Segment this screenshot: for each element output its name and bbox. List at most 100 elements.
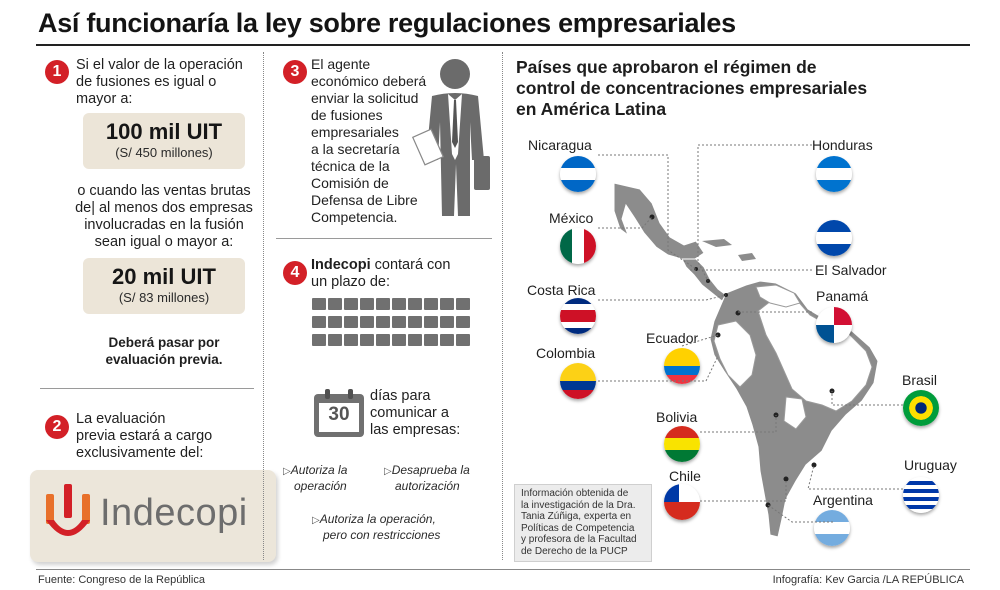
step-4-badge: 4 (283, 261, 307, 285)
step-3-line: de fusiones (311, 107, 383, 123)
outcome-authorize-restricted: ▷Autoriza la operación, pero con restric… (312, 512, 440, 542)
step-1-note: Deberá pasar por evaluación previa. (66, 334, 262, 368)
step-2-badge: 2 (45, 415, 69, 439)
country-label-panama: Panamá (816, 288, 869, 304)
step-3-line: Competencia. (311, 209, 398, 225)
days-calendar-grid (312, 298, 472, 372)
flag-costa-rica-icon (560, 298, 596, 334)
flag-nicaragua-icon (560, 156, 596, 192)
threshold-100mil-value: 100 mil UIT (105, 119, 223, 144)
column-1-divider (40, 388, 254, 389)
step-3-badge: 3 (283, 60, 307, 84)
step-3-line: técnica de la (311, 158, 390, 174)
step-2-line: previa estará a cargo (76, 428, 213, 444)
flag-uruguay-icon (903, 477, 939, 513)
flag-chile-icon (664, 484, 700, 520)
calendar-day-cell (408, 316, 422, 328)
triangle-icon: ▷ (283, 466, 291, 477)
column-divider-2 (502, 52, 503, 560)
calendar-day-cell (344, 334, 358, 346)
indecopi-logo-card: Indecopi (30, 470, 276, 562)
calendar-day-cell (376, 334, 390, 346)
businessman-icon (411, 59, 490, 216)
step-3-line: Defensa de Libre (311, 192, 418, 208)
outcome-authorize: ▷Autoriza la operación (283, 463, 347, 493)
map-title-line: control de concentraciones empresariales (516, 78, 868, 98)
triangle-icon: ▷ (384, 466, 392, 477)
step-3-line: empresariales (311, 124, 399, 140)
triangle-icon: ▷ (312, 515, 320, 526)
step-3-line: Comisión de (311, 175, 389, 191)
step-2-line: La evaluación (76, 411, 166, 427)
calendar-day-cell (424, 298, 438, 310)
country-label-el-salvador: El Salvador (815, 262, 887, 278)
step-3-line: económico deberá (311, 73, 427, 89)
country-label-brasil: Brasil (902, 372, 938, 388)
calendar-day-cell (328, 298, 342, 310)
calendar-day-cell (344, 316, 358, 328)
step-1-mid-line: sean igual o mayor a: (94, 234, 234, 250)
indecopi-logo-icon (46, 484, 90, 536)
step-4-lead-rest: contará con (370, 257, 451, 273)
column-divider-1 (263, 52, 264, 560)
flag-argentina-icon (814, 510, 850, 546)
calendar-day-cell (312, 298, 326, 310)
calendar-day-cell (328, 316, 342, 328)
country-label-ecuador: Ecuador (646, 330, 699, 346)
threshold-box-20mil: 20 mil UIT (S/ 83 millones) (83, 258, 245, 314)
step-1-intro-line: mayor a: (76, 91, 133, 107)
country-label-chile: Chile (669, 468, 701, 484)
country-label-mexico: México (549, 210, 594, 226)
step-2-text: La evaluación previa estará a cargo excl… (76, 411, 212, 462)
flag-brasil-icon (903, 390, 939, 426)
calendar-day-cell (456, 298, 470, 310)
source-note-line: Políticas de Competencia (521, 522, 635, 534)
outcome-restricted-line: Autoriza la operación, (319, 512, 436, 526)
indecopi-logo-word: Indecopi (100, 492, 248, 534)
calendar-day-cell (456, 334, 470, 346)
outcome-authorize-line: Autoriza la (290, 463, 348, 477)
country-label-argentina: Argentina (813, 492, 873, 508)
source-note-line: Tania Zúñiga, experta en (521, 511, 632, 522)
page-title: Así funcionaría la ley sobre regulacione… (38, 8, 736, 38)
step-3-text: El agente económico deberá enviar la sol… (311, 56, 426, 226)
footer-source: Fuente: Congreso de la República (38, 574, 205, 586)
calendar-number: 30 (328, 404, 350, 425)
flag-panama-icon (816, 307, 852, 343)
calendar-day-cell (392, 298, 406, 310)
outcome-deny: ▷Desaprueba la autorización (384, 463, 470, 493)
calendar-day-cell (408, 298, 422, 310)
calendar-day-cell (312, 334, 326, 346)
outcome-authorize-line: operación (294, 479, 347, 493)
country-label-colombia: Colombia (536, 345, 596, 361)
threshold-20mil-value: 20 mil UIT (112, 264, 216, 289)
days-text-line: las empresas: (370, 422, 461, 438)
calendar-day-cell (392, 334, 406, 346)
outcome-deny-line: Desaprueba la (391, 463, 470, 477)
outcome-deny-line: autorización (395, 479, 460, 493)
step-1-mid-line: o cuando las ventas brutas (77, 183, 251, 199)
flag-colombia-icon (560, 363, 596, 399)
calendar-day-cell (424, 316, 438, 328)
calendar-day-cell (360, 298, 374, 310)
calendar-day-cell (456, 316, 470, 328)
step-4-lead-line2: un plazo de: (311, 274, 391, 290)
calendar-day-cell (392, 316, 406, 328)
country-label-honduras: Honduras (812, 137, 873, 153)
calendar-day-cell (328, 334, 342, 346)
step-1-mid-line: de| al menos dos empresas (75, 200, 253, 216)
step-1-badge: 1 (45, 60, 69, 84)
chile-canton (664, 484, 679, 502)
calendar-day-cell (344, 298, 358, 310)
step-1-intro-line: de fusiones es igual o (76, 74, 217, 90)
flag-ecuador-icon (664, 348, 700, 384)
step-1-note-line: Deberá pasar por (108, 335, 220, 350)
calendar-day-cell (376, 298, 390, 310)
source-note-box: Información obtenida de la investigación… (514, 484, 652, 562)
step-1-mid-line: involucradas en la fusión (84, 217, 244, 233)
threshold-20mil-soles: (S/ 83 millones) (118, 290, 210, 305)
calendar-day-cell (440, 316, 454, 328)
calendar-icon (314, 389, 364, 437)
calendar-day-cell (312, 316, 326, 328)
calendar-day-cell (440, 298, 454, 310)
